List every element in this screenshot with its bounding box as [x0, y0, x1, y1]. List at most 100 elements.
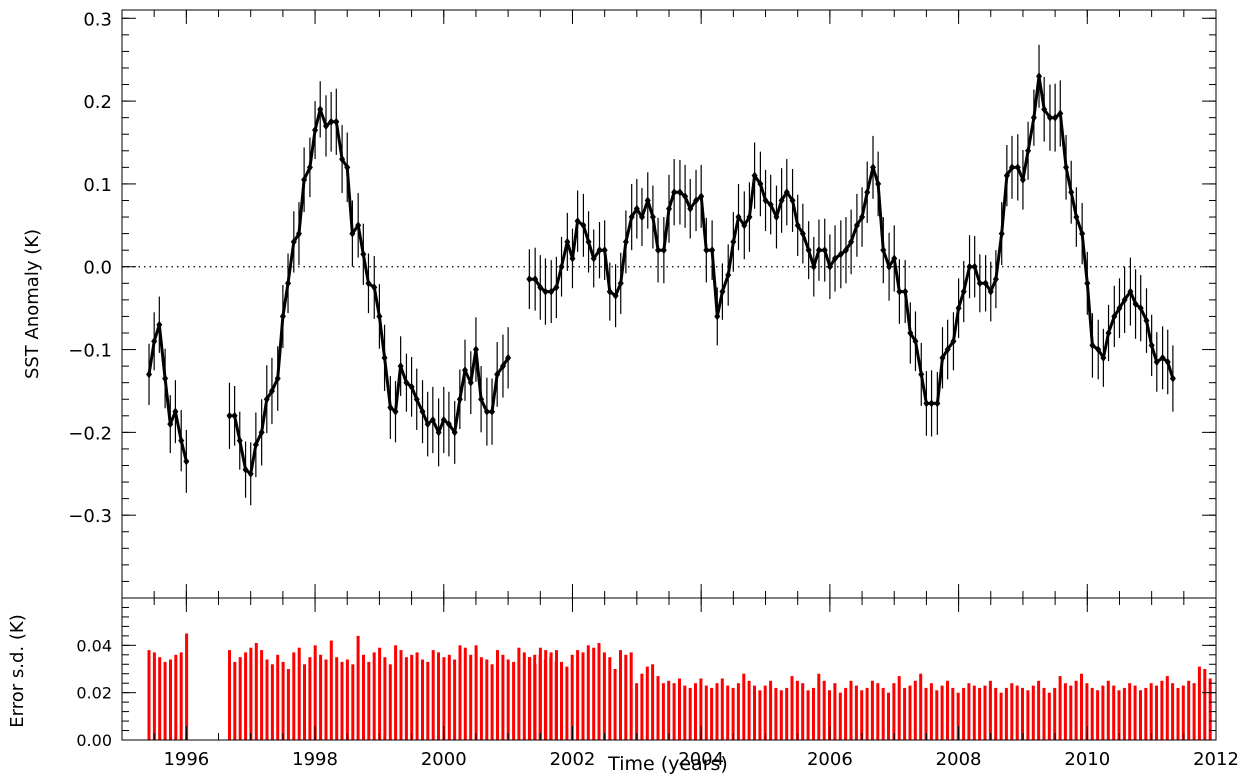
data-point [735, 213, 742, 222]
error-sd-bar [463, 647, 467, 740]
error-sd-bar [1021, 687, 1024, 740]
error-sd-bar [265, 659, 269, 740]
data-point [676, 188, 683, 197]
error-sd-bar [319, 654, 323, 740]
data-point [687, 204, 694, 213]
error-sd-bar [645, 666, 649, 740]
data-point [489, 407, 496, 416]
error-sd-bar [586, 645, 590, 740]
data-point [1132, 300, 1139, 308]
error-sd-bar [1106, 680, 1110, 740]
data-point [794, 221, 801, 230]
error-sd-bar [1165, 676, 1169, 740]
error-sd-bars [147, 633, 1212, 740]
data-point [322, 121, 329, 130]
error-sd-bar [892, 683, 896, 740]
data-point [151, 337, 158, 346]
error-sd-bar [1208, 678, 1212, 740]
error-sd-bar [437, 652, 440, 740]
data-point [955, 304, 962, 313]
data-point [1159, 353, 1166, 362]
error-sd-bar [1090, 687, 1094, 740]
data-point [1089, 341, 1096, 350]
data-point [751, 171, 758, 180]
data-point [746, 213, 753, 222]
error-sd-bar [1037, 680, 1041, 740]
data-point [719, 287, 726, 296]
error-sd-bar [1004, 687, 1008, 740]
data-point [574, 217, 581, 226]
error-sd-bar [501, 654, 505, 740]
data-point [971, 262, 978, 271]
data-point [655, 246, 662, 255]
error-sd-bar [785, 687, 789, 740]
x-tick-label: 2008 [936, 749, 982, 770]
data-point [982, 279, 989, 288]
error-sd-bar [994, 687, 998, 740]
error-sd-bar [602, 652, 606, 740]
error-sd-bar [956, 692, 960, 740]
error-sd-bar [367, 661, 371, 740]
data-point [1100, 353, 1107, 362]
error-sd-bar [549, 657, 553, 740]
error-sd-bar [951, 687, 955, 740]
error-sd-bar [158, 657, 162, 740]
error-sd-bar [1171, 683, 1175, 740]
data-point [714, 312, 721, 321]
error-sd-bar [860, 690, 864, 740]
error-sd-bar [1053, 687, 1057, 740]
data-point [312, 126, 319, 135]
data-point [891, 254, 898, 263]
data-point [252, 440, 259, 449]
top-y-axis-label: SST Anomaly (K) [22, 229, 43, 379]
error-sd-bar [335, 657, 339, 740]
error-sd-bar [1203, 669, 1207, 740]
error-sd-bar [828, 690, 831, 740]
error-sd-bar [297, 647, 301, 740]
error-sd-bar [849, 680, 853, 740]
error-sd-bar [1128, 683, 1132, 740]
error-sd-bar [431, 650, 435, 740]
error-sd-bar [1085, 683, 1089, 740]
error-sd-bar [742, 673, 746, 740]
error-sd-bar [887, 692, 890, 740]
error-sd-bar [731, 687, 735, 740]
error-sd-bar [517, 647, 521, 740]
error-sd-bar [801, 683, 805, 740]
error-sd-bar [710, 687, 714, 740]
error-sd-bar [822, 680, 826, 740]
data-point [392, 407, 399, 416]
data-point [537, 283, 544, 292]
error-sd-bar [1149, 683, 1153, 740]
data-point [456, 395, 463, 404]
data-point [810, 262, 817, 271]
error-sd-bar [1063, 683, 1067, 740]
error-sd-bar [919, 673, 923, 740]
data-point [907, 328, 914, 337]
error-sd-bar [496, 650, 499, 740]
data-point [564, 237, 571, 246]
data-point [274, 374, 281, 383]
error-sd-bar [292, 652, 296, 740]
error-sd-bar [415, 652, 419, 740]
data-point [606, 287, 613, 296]
error-sd-bar [753, 685, 756, 740]
error-sd-bar [865, 687, 869, 740]
error-sd-bar [661, 683, 665, 740]
error-sd-bar [940, 685, 944, 740]
data-point [869, 163, 876, 172]
data-point [1041, 105, 1048, 114]
data-point [569, 254, 576, 263]
error-sd-bar [538, 654, 542, 740]
error-sd-bar [254, 643, 258, 740]
error-sd-panel: 0.00 0.02 0.04 1996 1998 2000 2002 2004 2006 200… [7, 10, 1239, 775]
data-point [1063, 163, 1070, 172]
error-sd-bar [399, 650, 403, 740]
data-point [467, 378, 474, 387]
data-point [1046, 113, 1053, 122]
data-point [526, 275, 533, 284]
error-sd-bar [490, 664, 494, 740]
data-point [1169, 374, 1176, 383]
data-point [360, 250, 367, 259]
